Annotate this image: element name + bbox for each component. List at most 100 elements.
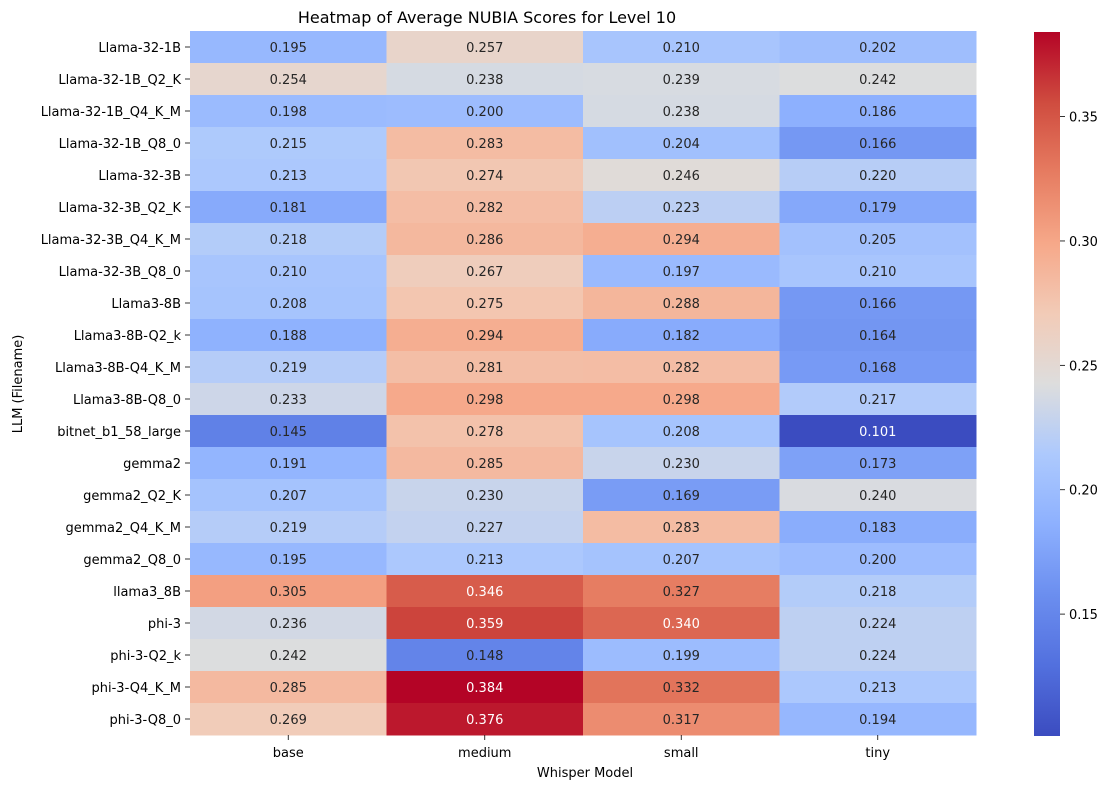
heatmap-cell	[386, 575, 584, 608]
heatmap-cell	[386, 287, 584, 320]
y-tick-label-llama-32-1b: Llama-32-1B	[98, 41, 181, 56]
cell-value-label: 0.285	[466, 457, 503, 472]
cell-value-label: 0.282	[663, 361, 700, 376]
heatmap-cell	[779, 479, 977, 512]
heatmap-cell	[779, 703, 977, 736]
cell-value-label: 0.213	[270, 169, 307, 184]
cell-value-label: 0.210	[663, 41, 700, 56]
cell-value-label: 0.208	[663, 425, 700, 440]
y-tick-label-llama-32-3b-q2-k: Llama-32-3B_Q2_K	[58, 201, 181, 216]
heatmap-cell	[583, 223, 780, 256]
cell-value-label: 0.166	[859, 297, 896, 312]
cell-value-label: 0.227	[466, 521, 503, 536]
heatmap-cell	[190, 319, 387, 352]
heatmap-cell	[779, 447, 977, 480]
heatmap-cell	[583, 191, 780, 224]
heatmap-cell	[190, 31, 387, 64]
heatmap-cell	[386, 511, 584, 544]
cell-value-label: 0.169	[663, 489, 700, 504]
cell-value-label: 0.359	[466, 617, 503, 632]
heatmap-cell	[779, 159, 977, 192]
heatmap-cell	[583, 319, 780, 352]
heatmap-cell	[190, 543, 387, 576]
heatmap-cell	[583, 383, 780, 416]
cell-value-label: 0.210	[270, 265, 307, 280]
heatmap-cell	[583, 543, 780, 576]
heatmap-cell	[583, 607, 780, 640]
cell-value-label: 0.286	[466, 233, 503, 248]
y-tick-label-llama-32-3b-q4-k-m: Llama-32-3B_Q4_K_M	[41, 233, 181, 248]
heatmap-cell	[190, 607, 387, 640]
cell-value-label: 0.219	[270, 361, 307, 376]
colorbar-ticks: 0.15 0.20 0.25 0.30 0.35	[1060, 111, 1098, 623]
cell-value-label: 0.294	[663, 233, 700, 248]
cell-value-label: 0.236	[270, 617, 307, 632]
cell-value-label: 0.220	[859, 169, 896, 184]
heatmap-cell	[779, 287, 977, 320]
y-axis-ticks: Llama-32-1B Llama-32-1B_Q2_K Llama-32-1B_Q…	[41, 41, 190, 728]
heatmap-cell	[583, 63, 780, 96]
heatmap-cell	[779, 415, 977, 448]
heatmap-cell	[190, 447, 387, 480]
heatmap-cell	[190, 191, 387, 224]
heatmap-cell	[190, 255, 387, 288]
heatmap-cell	[583, 479, 780, 512]
heatmap-cell	[583, 671, 780, 704]
cell-value-label: 0.278	[466, 425, 503, 440]
cell-value-label: 0.275	[466, 297, 503, 312]
colorbar-tick-label: 0.35	[1069, 111, 1098, 126]
cell-value-label: 0.242	[270, 649, 307, 664]
cell-value-label: 0.200	[859, 553, 896, 568]
heatmap-cell	[190, 639, 387, 672]
cell-value-label: 0.207	[663, 553, 700, 568]
y-tick-label-llama-32-3b-q8-0: Llama-32-3B_Q8_0	[59, 265, 181, 280]
heatmap-cell	[386, 415, 584, 448]
heatmap-cell	[583, 95, 780, 128]
heatmap-cell	[779, 63, 977, 96]
heatmap-cell	[583, 639, 780, 672]
cell-value-label: 0.267	[466, 265, 503, 280]
cell-value-label: 0.213	[466, 553, 503, 568]
y-tick-label-gemma2-q4-k-m: gemma2_Q4_K_M	[65, 521, 181, 536]
heatmap-cell	[386, 127, 584, 160]
cell-value-label: 0.210	[859, 265, 896, 280]
cell-value-label: 0.219	[270, 521, 307, 536]
y-tick-label-llama3-8b: llama3_8B	[113, 585, 181, 600]
heatmap-cell	[386, 63, 584, 96]
heatmap-cells: 0.195 0.257 0.210 0.202 0.254 0.238 0.239 0.242…	[190, 31, 977, 736]
heatmap-cell	[779, 127, 977, 160]
y-tick-label-phi-3-q2-k: phi-3-Q2_k	[110, 649, 181, 664]
cell-value-label: 0.238	[466, 73, 503, 88]
cell-value-label: 0.168	[859, 361, 896, 376]
heatmap-cell	[190, 159, 387, 192]
cell-value-label: 0.207	[270, 489, 307, 504]
heatmap-cell	[583, 511, 780, 544]
x-tick-label-medium: medium	[458, 746, 511, 761]
heatmap-cell	[386, 447, 584, 480]
cell-value-label: 0.340	[663, 617, 700, 632]
y-tick-label-llama3-8b: Llama3-8B	[111, 297, 181, 312]
heatmap-cell	[386, 319, 584, 352]
heatmap-cell	[190, 415, 387, 448]
heatmap-cell	[386, 703, 584, 736]
y-tick-label-llama-32-1b-q2-k: Llama-32-1B_Q2_K	[58, 73, 181, 88]
cell-value-label: 0.224	[859, 649, 896, 664]
cell-value-label: 0.283	[466, 137, 503, 152]
colorbar-tick-label: 0.30	[1069, 235, 1098, 250]
y-tick-label-bitnet-b1-58-large: bitnet_b1_58_large	[57, 425, 181, 440]
cell-value-label: 0.274	[466, 169, 503, 184]
y-axis-label: LLM (Filename)	[11, 335, 26, 434]
heatmap-cell	[386, 31, 584, 64]
cell-value-label: 0.195	[270, 553, 307, 568]
cell-value-label: 0.148	[466, 649, 503, 664]
cell-value-label: 0.179	[859, 201, 896, 216]
cell-value-label: 0.198	[270, 105, 307, 120]
cell-value-label: 0.288	[663, 297, 700, 312]
heatmap-cell	[386, 191, 584, 224]
cell-value-label: 0.188	[270, 329, 307, 344]
heatmap-cell	[583, 575, 780, 608]
heatmap-cell	[779, 191, 977, 224]
cell-value-label: 0.332	[663, 681, 700, 696]
cell-value-label: 0.254	[270, 73, 307, 88]
heatmap-cell	[779, 575, 977, 608]
